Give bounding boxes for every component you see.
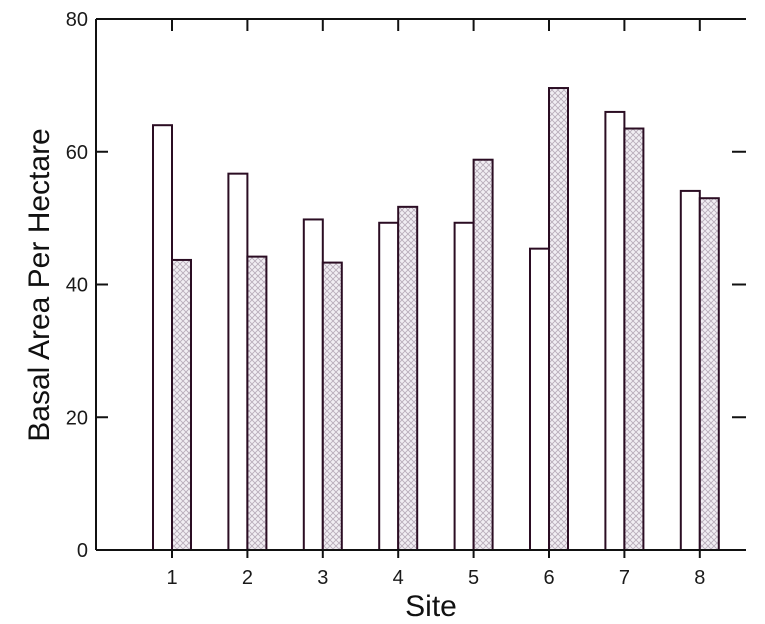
bar-site-7-series-1 <box>604 110 626 552</box>
bar-site-1-series-1 <box>152 124 173 551</box>
bar-site-4-series-2 <box>397 205 419 551</box>
bar-site-3-series-2 <box>321 261 343 551</box>
y-tick-label: 20 <box>66 407 88 429</box>
x-tick-label: 8 <box>694 567 705 589</box>
bar-site-6-series-1 <box>529 247 550 551</box>
axes-group: 0 20 40 60 80 1 2 3 4 5 6 7 8 <box>66 9 746 589</box>
y-tick-label: 60 <box>66 142 88 164</box>
x-tick-label: 7 <box>619 567 630 589</box>
bar-site-2-series-1 <box>227 172 249 551</box>
y-tick-label: 80 <box>66 9 88 31</box>
bar-site-8-series-2 <box>698 197 720 551</box>
bar-site-7-series-2 <box>623 127 645 552</box>
bars-group <box>152 87 720 552</box>
bar-site-5-series-1 <box>453 221 475 552</box>
x-tick-label: 1 <box>166 567 177 589</box>
bar-site-2-series-2 <box>246 255 268 551</box>
x-axis-title: Site <box>405 590 457 623</box>
bar-site-6-series-2 <box>548 87 569 551</box>
y-tick-label: 0 <box>77 540 88 562</box>
bar-site-5-series-2 <box>472 158 494 551</box>
bar-site-8-series-1 <box>679 189 701 551</box>
x-tick-label: 3 <box>317 567 328 589</box>
bar-site-1-series-2 <box>171 258 192 551</box>
bar-site-3-series-1 <box>302 218 324 551</box>
x-tick-label: 6 <box>543 567 554 589</box>
x-tick-label: 2 <box>242 567 253 589</box>
x-tick-label: 4 <box>393 567 404 589</box>
x-tick-label: 5 <box>468 567 479 589</box>
bar-site-4-series-1 <box>378 221 400 552</box>
y-tick-label: 40 <box>66 275 88 297</box>
y-axis-title: Basal Area Per Hectare <box>23 128 56 442</box>
